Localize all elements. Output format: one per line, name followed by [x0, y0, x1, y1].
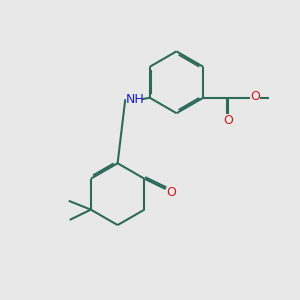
Text: O: O: [250, 90, 260, 103]
Text: NH: NH: [126, 93, 144, 106]
Text: O: O: [224, 114, 233, 127]
Text: O: O: [166, 186, 176, 199]
